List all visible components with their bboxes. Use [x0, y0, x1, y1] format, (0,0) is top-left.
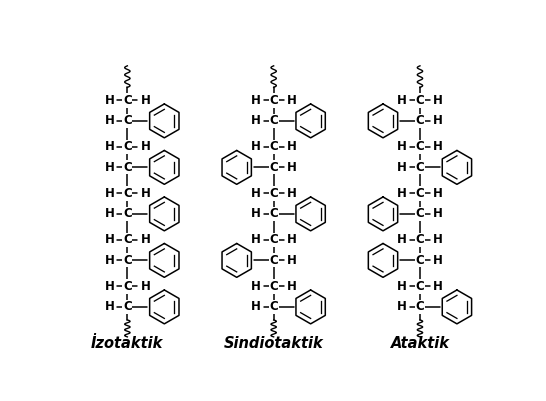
Text: C: C: [123, 207, 132, 221]
Text: C: C: [416, 280, 424, 293]
Text: H: H: [251, 140, 260, 154]
Text: H: H: [287, 233, 296, 247]
Text: H: H: [287, 140, 296, 154]
Text: Sindiotaktik: Sindiotaktik: [224, 336, 324, 350]
Text: C: C: [123, 94, 132, 107]
Text: H: H: [433, 280, 443, 293]
Text: C: C: [416, 300, 424, 314]
Text: H: H: [251, 280, 260, 293]
Text: H: H: [251, 94, 260, 107]
Text: H: H: [104, 254, 114, 267]
Text: H: H: [397, 300, 407, 314]
Text: H: H: [397, 94, 407, 107]
Text: H: H: [287, 187, 296, 200]
Text: C: C: [269, 254, 278, 267]
Text: C: C: [416, 94, 424, 107]
Text: C: C: [123, 254, 132, 267]
Text: H: H: [251, 233, 260, 247]
Text: H: H: [104, 114, 114, 128]
Text: H: H: [104, 207, 114, 221]
Text: C: C: [123, 280, 132, 293]
Text: H: H: [287, 161, 296, 174]
Text: İzotaktik: İzotaktik: [91, 336, 164, 350]
Text: H: H: [287, 94, 296, 107]
Text: H: H: [433, 207, 443, 221]
Text: H: H: [397, 187, 407, 200]
Text: C: C: [416, 140, 424, 154]
Text: C: C: [269, 280, 278, 293]
Text: H: H: [397, 233, 407, 247]
Text: C: C: [123, 187, 132, 200]
Text: C: C: [123, 140, 132, 154]
Text: Ataktik: Ataktik: [390, 336, 449, 350]
Text: C: C: [416, 187, 424, 200]
Text: H: H: [397, 280, 407, 293]
Text: C: C: [269, 114, 278, 128]
Text: C: C: [269, 233, 278, 247]
Text: H: H: [104, 300, 114, 314]
Text: C: C: [123, 300, 132, 314]
Text: H: H: [104, 280, 114, 293]
Text: H: H: [397, 140, 407, 154]
Text: H: H: [104, 94, 114, 107]
Text: H: H: [104, 161, 114, 174]
Text: H: H: [104, 187, 114, 200]
Text: C: C: [269, 140, 278, 154]
Text: H: H: [397, 161, 407, 174]
Text: H: H: [433, 94, 443, 107]
Text: C: C: [269, 187, 278, 200]
Text: H: H: [140, 233, 150, 247]
Text: H: H: [140, 280, 150, 293]
Text: H: H: [140, 140, 150, 154]
Text: C: C: [269, 300, 278, 314]
Text: C: C: [123, 161, 132, 174]
Text: H: H: [251, 300, 260, 314]
Text: C: C: [416, 161, 424, 174]
Text: H: H: [433, 114, 443, 128]
Text: H: H: [287, 280, 296, 293]
Text: H: H: [140, 187, 150, 200]
Text: C: C: [416, 207, 424, 221]
Text: H: H: [433, 233, 443, 247]
Text: H: H: [104, 140, 114, 154]
Text: H: H: [433, 187, 443, 200]
Text: H: H: [104, 233, 114, 247]
Text: H: H: [287, 254, 296, 267]
Text: C: C: [269, 94, 278, 107]
Text: H: H: [251, 187, 260, 200]
Text: C: C: [416, 254, 424, 267]
Text: C: C: [269, 161, 278, 174]
Text: C: C: [416, 233, 424, 247]
Text: H: H: [251, 114, 260, 128]
Text: C: C: [416, 114, 424, 128]
Text: H: H: [251, 207, 260, 221]
Text: C: C: [269, 207, 278, 221]
Text: C: C: [123, 114, 132, 128]
Text: H: H: [433, 140, 443, 154]
Text: H: H: [140, 94, 150, 107]
Text: H: H: [433, 254, 443, 267]
Text: C: C: [123, 233, 132, 247]
